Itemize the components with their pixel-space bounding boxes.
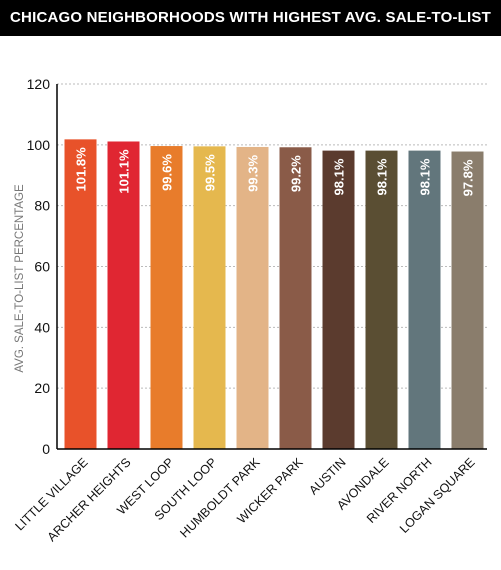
data-label: 98.1% (332, 158, 347, 195)
y-tick-label: 40 (34, 319, 50, 335)
bar (193, 146, 226, 449)
y-tick-label: 100 (27, 137, 51, 153)
data-label: 101.8% (74, 147, 89, 192)
bar (365, 150, 398, 450)
x-category-label: LOGAN SQUARE (397, 455, 478, 536)
bar (279, 147, 312, 449)
data-label: 99.3% (246, 155, 261, 192)
data-label: 99.5% (203, 154, 218, 191)
y-axis-title: AVG. SALE-TO-LIST PERCENTAGE (14, 184, 26, 373)
data-label: 101.1% (117, 149, 132, 194)
chart-title: CHICAGO NEIGHBORHOODS WITH HIGHEST AVG. … (10, 9, 491, 26)
x-category-label: ARCHER HEIGHTS (45, 455, 134, 544)
bar (451, 151, 484, 449)
data-label: 98.1% (375, 158, 390, 195)
title-bar (0, 0, 501, 36)
data-label: 99.6% (160, 154, 175, 191)
data-label: 98.1% (418, 158, 433, 195)
x-category-label: HUMBOLDT PARK (177, 455, 263, 541)
y-tick-label: 20 (34, 380, 50, 396)
x-category-label: LITTLE VILLAGE (12, 455, 90, 533)
y-tick-label: 80 (34, 198, 50, 214)
bar (408, 150, 441, 450)
bar (322, 150, 355, 450)
bar (107, 141, 140, 450)
data-label: 99.2% (289, 155, 304, 192)
y-tick-label: 0 (42, 441, 50, 457)
data-label: 97.8% (461, 159, 476, 196)
bar (236, 146, 269, 449)
bar (150, 146, 183, 450)
y-tick-label: 120 (27, 76, 51, 92)
x-category-label: AUSTIN (306, 455, 348, 497)
bar (64, 139, 97, 449)
y-tick-label: 60 (34, 259, 50, 275)
